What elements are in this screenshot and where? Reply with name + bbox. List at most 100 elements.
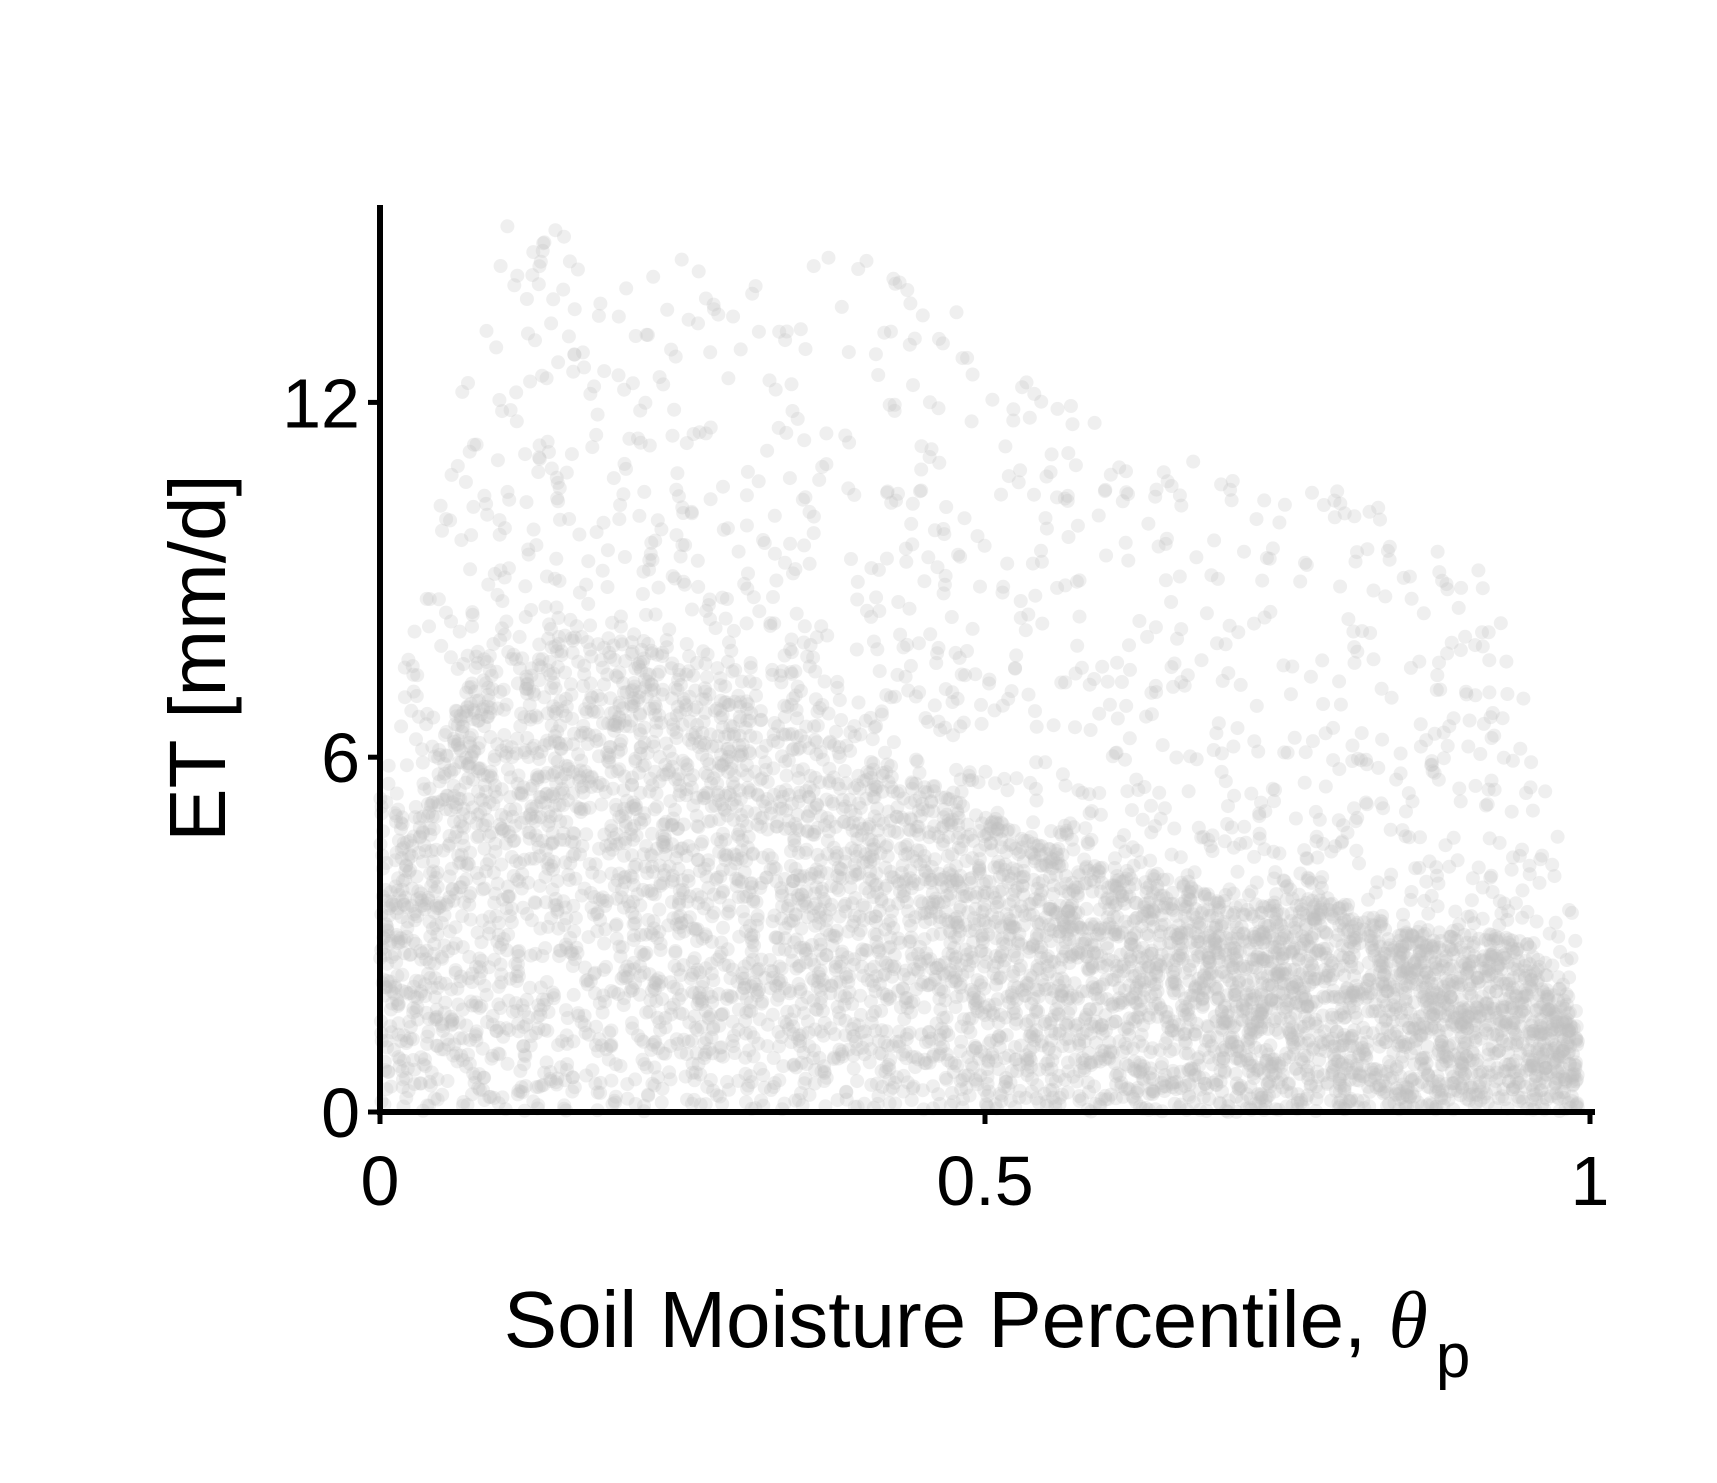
data-point — [446, 731, 461, 746]
data-point — [1407, 955, 1422, 970]
data-point — [450, 459, 465, 473]
data-point — [1369, 1080, 1384, 1095]
data-point — [1055, 1039, 1070, 1054]
data-point — [1145, 902, 1160, 917]
data-point — [1118, 844, 1133, 859]
data-point — [489, 1024, 504, 1039]
data-point — [968, 901, 983, 916]
data-point — [639, 839, 654, 854]
data-point — [1119, 464, 1133, 479]
data-point — [390, 968, 405, 983]
data-point — [1039, 521, 1054, 536]
data-point — [1139, 885, 1154, 900]
data-point — [1331, 1054, 1346, 1069]
data-point — [545, 882, 560, 897]
data-point — [760, 792, 775, 806]
data-point — [1497, 896, 1512, 911]
data-point — [492, 1020, 507, 1035]
data-point — [1437, 983, 1452, 998]
data-point — [1419, 940, 1434, 955]
data-point — [1241, 1040, 1256, 1055]
data-point — [1169, 750, 1184, 765]
data-point — [1366, 583, 1381, 598]
data-point — [1205, 844, 1220, 859]
data-point — [1569, 1097, 1584, 1112]
data-point — [1232, 945, 1247, 960]
data-point — [845, 996, 860, 1011]
data-point — [1528, 966, 1543, 981]
data-point — [1365, 1026, 1380, 1041]
data-point — [1456, 1058, 1471, 1072]
data-point — [835, 1044, 850, 1059]
data-point — [1432, 1028, 1447, 1043]
data-point — [886, 784, 901, 799]
data-point — [723, 744, 738, 759]
data-point — [1416, 981, 1431, 996]
data-point — [716, 757, 731, 772]
data-point — [452, 880, 467, 895]
data-point — [1354, 726, 1369, 741]
data-point — [465, 800, 480, 815]
data-point — [1310, 943, 1325, 958]
data-point — [1032, 1096, 1047, 1110]
data-point — [1209, 992, 1224, 1007]
data-point — [1366, 652, 1381, 667]
data-point — [1433, 682, 1448, 697]
data-point — [939, 1072, 954, 1087]
data-point — [696, 974, 711, 989]
data-point — [1146, 904, 1161, 918]
data-point — [1016, 869, 1031, 884]
data-point — [1037, 1086, 1052, 1101]
data-point — [1062, 1039, 1077, 1054]
data-point — [903, 811, 918, 826]
data-point — [1174, 622, 1189, 637]
data-point — [831, 1051, 846, 1066]
data-point — [1075, 1026, 1090, 1041]
data-point — [739, 924, 753, 939]
data-point — [1267, 895, 1282, 910]
data-point — [1222, 618, 1237, 633]
data-point — [790, 742, 805, 757]
data-point — [1458, 1066, 1473, 1081]
data-point — [723, 788, 738, 803]
data-point — [394, 851, 409, 866]
data-point — [1318, 779, 1333, 794]
data-point — [934, 872, 949, 887]
data-point — [631, 657, 645, 672]
data-point — [1538, 1060, 1553, 1075]
data-point — [814, 884, 829, 899]
data-point — [917, 1052, 932, 1067]
data-point — [477, 488, 492, 503]
data-point — [870, 642, 885, 657]
data-point — [477, 1093, 492, 1108]
data-point — [1367, 948, 1382, 963]
data-point — [1275, 966, 1290, 981]
data-point — [519, 681, 534, 696]
data-point — [1251, 947, 1266, 962]
data-point — [1068, 720, 1082, 735]
data-point — [1161, 953, 1176, 968]
data-point — [490, 587, 505, 602]
data-point — [1170, 631, 1185, 646]
data-point — [674, 987, 689, 1002]
data-point — [869, 927, 884, 942]
data-point — [924, 442, 939, 457]
data-point — [439, 788, 454, 803]
data-point — [1427, 938, 1441, 953]
data-point — [935, 336, 950, 351]
data-point — [699, 1045, 714, 1059]
data-point — [1180, 668, 1195, 683]
data-point — [1061, 446, 1076, 461]
data-point — [1516, 990, 1531, 1004]
data-point — [540, 786, 554, 801]
data-point — [1439, 1076, 1454, 1091]
data-point — [1446, 1076, 1461, 1091]
data-point — [559, 1003, 573, 1018]
data-point — [1520, 937, 1535, 951]
data-point — [1150, 866, 1165, 881]
data-point — [1457, 1002, 1472, 1017]
data-point — [609, 891, 624, 906]
data-point — [649, 973, 664, 988]
data-point — [594, 653, 609, 668]
data-point — [951, 547, 966, 562]
